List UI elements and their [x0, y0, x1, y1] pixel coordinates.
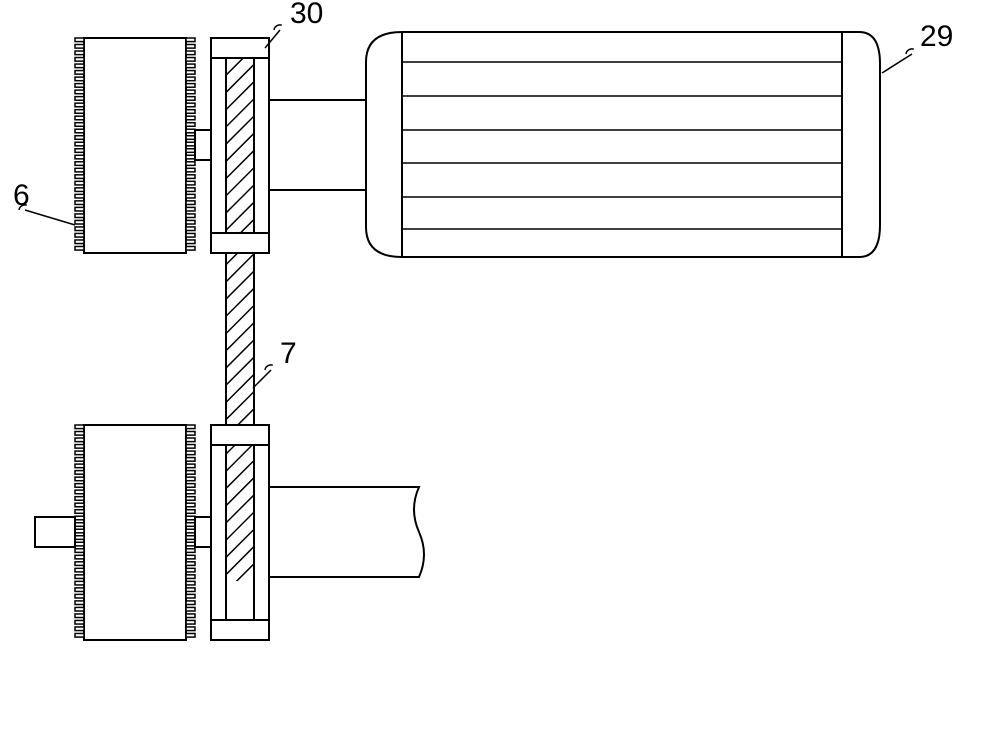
shaft-stub	[195, 517, 211, 547]
callout-7: 7	[253, 337, 297, 388]
motor-endcap-right	[842, 32, 880, 257]
callout-label: 6	[13, 179, 30, 212]
shaft-stub	[195, 130, 211, 160]
motor-endcap-left	[366, 32, 402, 257]
broken-shaft	[269, 487, 424, 577]
shaft	[269, 100, 372, 190]
top-gear-assembly	[75, 38, 372, 253]
callout-label: 29	[920, 20, 953, 53]
callout-label: 7	[280, 337, 297, 370]
callout-29: 29	[882, 20, 953, 73]
callout-label: 30	[290, 0, 323, 30]
gear	[75, 425, 195, 640]
gear	[75, 38, 195, 253]
callout-6: 6	[13, 179, 75, 225]
callout-30: 30	[265, 0, 323, 48]
shaft-stub-left	[35, 517, 75, 547]
belt	[226, 0, 254, 626]
motor	[366, 32, 880, 257]
